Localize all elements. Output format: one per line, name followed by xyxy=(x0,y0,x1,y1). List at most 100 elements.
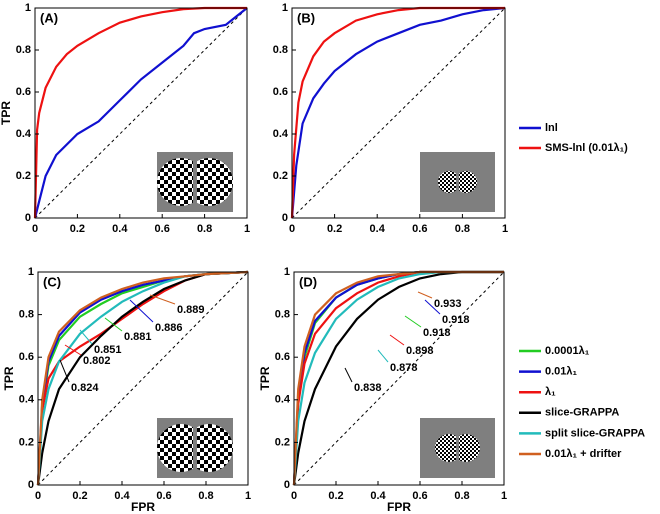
y-tick-label: 0.2 xyxy=(16,170,31,182)
y-tick-label: 0.4 xyxy=(273,128,289,140)
x-tick-label: 0.6 xyxy=(412,223,427,235)
y-tick-label: 0 xyxy=(28,479,34,491)
auc-label: 0.918 xyxy=(442,314,470,326)
x-tick-label: 0 xyxy=(35,490,41,502)
leader-line xyxy=(377,349,389,363)
leader-line xyxy=(79,329,93,345)
leader-line xyxy=(59,359,70,383)
y-tick-label: 0.8 xyxy=(275,309,290,321)
roc-curve xyxy=(290,6,505,219)
y-tick-label: 1 xyxy=(284,266,290,278)
auc-label: 0.851 xyxy=(94,344,122,356)
legend-label: slice-GRAPPA xyxy=(545,407,619,419)
y-tick-label: 1 xyxy=(25,2,31,14)
legend-label: split slice-GRAPPA xyxy=(545,427,645,439)
auc-label: 0.889 xyxy=(177,304,205,316)
leader-line xyxy=(104,317,123,332)
y-tick-label: 0.6 xyxy=(273,86,288,98)
leader-line xyxy=(417,291,433,299)
x-tick-label: 0.8 xyxy=(454,490,469,502)
x-tick-label: 1 xyxy=(502,223,508,235)
axes-frame xyxy=(293,271,505,486)
auc-label: 0.838 xyxy=(354,382,382,394)
leader-line xyxy=(129,299,154,323)
x-tick-label: 0.4 xyxy=(114,490,130,502)
y-tick-label: 0.6 xyxy=(19,351,34,363)
x-tick-label: 0.6 xyxy=(412,490,427,502)
stimulus-inset xyxy=(157,152,233,212)
roc-curve xyxy=(33,7,248,219)
y-tick-label: 0.8 xyxy=(16,44,31,56)
x-tick-label: 0.4 xyxy=(112,223,128,235)
legend-label: SMS-lnl (0.01λ₁) xyxy=(545,142,628,154)
auc-label: 0.881 xyxy=(124,331,152,343)
roc-curve xyxy=(36,270,249,486)
x-tick-label: 0.2 xyxy=(328,490,343,502)
legend-label: lnl xyxy=(545,122,558,134)
axes-frame xyxy=(34,7,248,219)
legend: 0.0001λ₁ 0.01λ₁ λ₁ slice-GRAPPA split slice-… xyxy=(519,345,645,460)
y-tick-label: 0.4 xyxy=(275,394,291,406)
auc-label: 0.886 xyxy=(155,322,183,334)
y-tick-label: 0 xyxy=(282,212,288,224)
leader-line xyxy=(389,334,405,346)
x-tick-label: 1 xyxy=(501,490,507,502)
chart-panel: 0 0.2 0.4 0.6 0.8 1 0 0.2 0.4 0.6 0.8 1 (A) TPR xyxy=(0,2,250,235)
y-axis-label: TPR xyxy=(0,101,13,125)
legend-label: 0.01λ₁ + drifter xyxy=(545,448,622,460)
x-tick-label: 0.8 xyxy=(455,223,470,235)
auc-label: 0.933 xyxy=(434,298,462,310)
stimulus-inset xyxy=(420,152,495,212)
y-tick-label: 0 xyxy=(25,212,31,224)
x-tick-label: 0.6 xyxy=(156,490,171,502)
leader-line xyxy=(344,367,353,383)
legend-label: λ₁ xyxy=(545,386,556,398)
roc-curve xyxy=(36,270,249,486)
x-tick-label: 0.2 xyxy=(72,490,87,502)
chance-line xyxy=(291,7,506,219)
auc-label: 0.918 xyxy=(423,327,451,339)
auc-label: 0.878 xyxy=(390,362,418,374)
y-tick-label: 0 xyxy=(284,479,290,491)
y-tick-label: 0.8 xyxy=(273,44,288,56)
chance-line xyxy=(293,271,505,486)
x-tick-label: 0.4 xyxy=(370,223,386,235)
y-tick-label: 0.4 xyxy=(19,394,35,406)
panel-label: (C) xyxy=(43,274,61,289)
leader-line xyxy=(149,294,176,305)
y-tick-label: 1 xyxy=(282,2,288,14)
auc-label: 0.802 xyxy=(83,355,111,367)
x-tick-label: 0.8 xyxy=(197,223,212,235)
legend: lnl SMS-lnl (0.01λ₁) xyxy=(519,122,628,154)
x-tick-label: 0.6 xyxy=(155,223,170,235)
roc-curve xyxy=(292,270,504,486)
x-tick-label: 0.4 xyxy=(370,490,386,502)
x-tick-label: 1 xyxy=(244,223,250,235)
x-tick-label: 0.2 xyxy=(327,223,342,235)
x-axis-label: FPR xyxy=(387,500,411,514)
chance-line xyxy=(37,271,249,486)
y-axis-label: TPR xyxy=(258,366,272,390)
x-tick-label: 0 xyxy=(291,490,297,502)
roc-curve xyxy=(290,6,506,219)
panel-label: (D) xyxy=(299,274,317,289)
auc-label: 0.898 xyxy=(406,345,434,357)
y-tick-label: 0.8 xyxy=(19,309,34,321)
x-tick-label: 0.2 xyxy=(70,223,85,235)
y-tick-label: 0.6 xyxy=(275,351,290,363)
chance-line xyxy=(34,7,248,219)
panel-label: (B) xyxy=(297,10,315,25)
y-tick-label: 0.2 xyxy=(275,436,290,448)
y-tick-label: 0.2 xyxy=(19,436,34,448)
x-tick-label: 1 xyxy=(245,490,251,502)
axes-frame xyxy=(291,7,506,219)
auc-label: 0.824 xyxy=(71,382,99,394)
x-tick-label: 0 xyxy=(32,223,38,235)
legend-label: 0.01λ₁ xyxy=(545,366,578,378)
stimulus-inset xyxy=(157,418,233,478)
x-tick-label: 0.8 xyxy=(198,490,213,502)
